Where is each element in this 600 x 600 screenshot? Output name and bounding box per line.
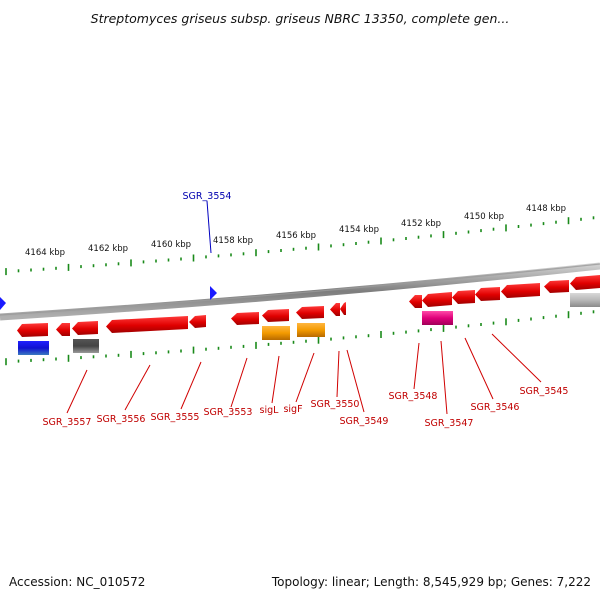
gene-sgr3545[interactable] xyxy=(501,283,540,298)
scale-label-4156: 4156 kbp xyxy=(276,231,316,241)
gene-right-a[interactable] xyxy=(544,280,569,293)
gene-label-sgr3546[interactable]: SGR_3546 xyxy=(471,402,520,413)
gene-label-sgr3557[interactable]: SGR_3557 xyxy=(43,417,92,428)
scale-track-upper xyxy=(5,216,595,276)
gene-label-sgr3550[interactable]: SGR_3550 xyxy=(311,399,360,410)
gene-sgr3557[interactable] xyxy=(17,323,48,337)
gene-sgr3547[interactable] xyxy=(422,292,452,307)
gene-right-b[interactable] xyxy=(570,275,600,290)
gene-label-sgr3548[interactable]: SGR_3548 xyxy=(389,391,438,402)
gene-sgr3546[interactable] xyxy=(452,290,475,304)
gene-sigF-partner[interactable] xyxy=(296,306,324,319)
accession-label: Accession: NC_010572 xyxy=(9,575,145,589)
gene-label-leaders xyxy=(66,333,542,415)
highlight-leader-line xyxy=(206,200,212,254)
blue-marker-sgr3554[interactable] xyxy=(210,286,217,300)
scale-label-4158: 4158 kbp xyxy=(213,236,253,246)
feature-sigL[interactable] xyxy=(262,326,290,340)
genome-backbone-shade xyxy=(0,263,600,316)
gene-sgr3550[interactable] xyxy=(330,303,340,316)
gene-sgr3549[interactable] xyxy=(340,302,346,315)
map-title: Streptomyces griseus subsp. griseus NBRC… xyxy=(91,11,510,26)
gene-label-sgr3555[interactable]: SGR_3555 xyxy=(151,412,200,423)
scale-label-4154: 4154 kbp xyxy=(339,225,379,235)
scale-label-4164: 4164 kbp xyxy=(25,248,65,258)
gene-sgr3553[interactable] xyxy=(231,312,259,325)
scale-label-4150: 4150 kbp xyxy=(464,212,504,222)
scale-track-lower xyxy=(5,310,595,366)
gene-sgr3548[interactable] xyxy=(409,295,422,308)
scale-labels: 4164 kbp 4162 kbp 4160 kbp 4158 kbp 4156… xyxy=(25,204,566,258)
gene-label-sgr3553[interactable]: SGR_3553 xyxy=(204,407,253,418)
feature-light-bar[interactable] xyxy=(570,293,600,307)
gene-label-sigf[interactable]: sigF xyxy=(283,404,302,415)
gene-small-a[interactable] xyxy=(56,323,70,336)
gene-sigL-partner[interactable] xyxy=(262,309,289,322)
highlighted-gene-label[interactable]: SGR_3554 xyxy=(183,191,232,202)
gene-label-sigl[interactable]: sigL xyxy=(260,405,280,416)
gene-label-sgr3556[interactable]: SGR_3556 xyxy=(97,414,146,425)
gene-label-sgr3547[interactable]: SGR_3547 xyxy=(425,418,474,429)
gene-features xyxy=(17,275,600,355)
gene-labels: SGR_3557 SGR_3556 SGR_3555 SGR_3553 sigL… xyxy=(43,386,569,429)
gene-sgr3555[interactable] xyxy=(106,316,188,333)
gene-label-sgr3549[interactable]: SGR_3549 xyxy=(340,416,389,427)
scale-label-4152: 4152 kbp xyxy=(401,219,441,229)
blue-marker-left[interactable] xyxy=(0,297,6,310)
feature-dark-bar[interactable] xyxy=(73,339,99,353)
genome-summary: Topology: linear; Length: 8,545,929 bp; … xyxy=(271,575,591,589)
feature-blue-bar[interactable] xyxy=(18,341,49,355)
genome-backbone xyxy=(0,262,600,321)
gene-small-b[interactable] xyxy=(189,315,206,328)
feature-sigF[interactable] xyxy=(297,323,325,337)
scale-label-4148: 4148 kbp xyxy=(526,204,566,214)
scale-label-4162: 4162 kbp xyxy=(88,244,128,254)
scale-label-4160: 4160 kbp xyxy=(151,240,191,250)
gene-label-sgr3545[interactable]: SGR_3545 xyxy=(520,386,569,397)
gene-sgr3556[interactable] xyxy=(72,321,98,335)
feature-pink-bar[interactable] xyxy=(422,311,453,325)
gene-sgr3546b[interactable] xyxy=(475,287,500,301)
